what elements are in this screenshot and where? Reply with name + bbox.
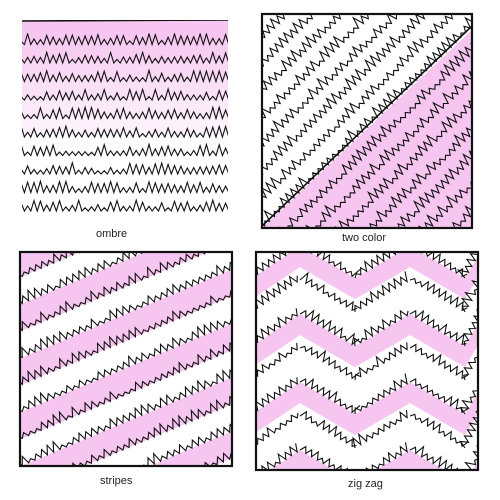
two-color-pink-triangle bbox=[262, 30, 472, 228]
stripes-swatch bbox=[18, 250, 234, 468]
caption-two-color: two color bbox=[342, 232, 387, 244]
zig-zag-frame bbox=[254, 250, 480, 472]
two-color-diagonal bbox=[261, 25, 473, 227]
caption-stripes: stripes bbox=[100, 475, 133, 487]
ombre-swatch bbox=[22, 20, 228, 213]
zig-zag-swatch bbox=[254, 250, 480, 472]
stripes-frame bbox=[18, 250, 234, 468]
caption-ombre: ombre bbox=[96, 228, 128, 240]
two-color-frame bbox=[260, 12, 474, 230]
two-color-swatch bbox=[260, 12, 474, 230]
caption-zig-zag: zig zag bbox=[348, 478, 383, 490]
